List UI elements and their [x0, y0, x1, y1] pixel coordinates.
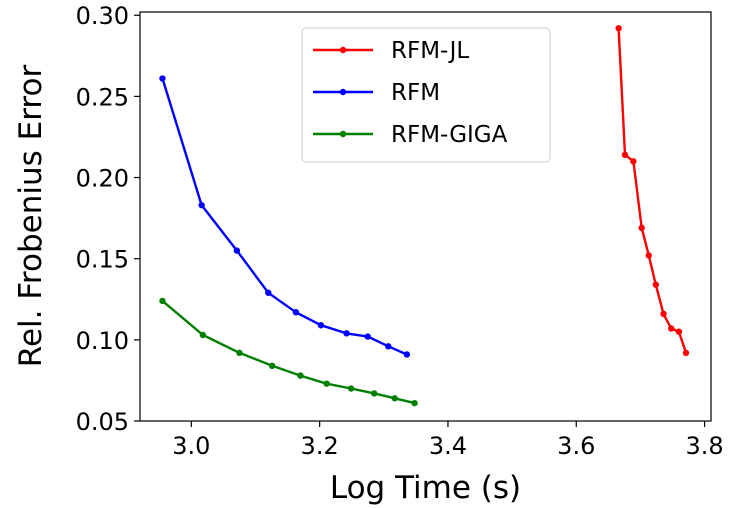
data-point-rfm-jl [668, 325, 675, 332]
data-point-rfm-giga [323, 380, 330, 387]
legend-marker-rfm-jl [339, 46, 347, 54]
series-rfm-jl [615, 25, 690, 357]
legend-marker-rfm [339, 88, 347, 96]
data-point-rfm [317, 322, 325, 329]
series-line-rfm-giga [161, 299, 415, 405]
legend: RFM-JL RFM RFM-GIGA [301, 27, 551, 163]
legend-label-rfm: RFM [391, 80, 440, 106]
data-point-rfm-jl [660, 310, 667, 318]
series-line-rfm [161, 78, 408, 356]
x-tick-label: 3.8 [685, 432, 723, 460]
data-point-rfm-jl [615, 25, 622, 32]
y-axis-title: Rel. Frobenius Error [13, 65, 49, 368]
data-point-rfm [292, 309, 300, 316]
legend-box [301, 27, 551, 163]
data-point-rfm [403, 351, 411, 358]
data-point-rfm [385, 343, 392, 350]
data-point-rfm-giga [391, 395, 398, 402]
legend-entry-rfm: RFM [313, 80, 440, 106]
legend-entry-rfm-giga: RFM-GIGA [313, 122, 508, 148]
data-point-rfm [198, 201, 205, 209]
data-point-rfm-giga [199, 331, 207, 339]
x-tick-label: 3.0 [172, 432, 210, 460]
data-point-rfm-jl [630, 158, 637, 165]
x-axis: 3.0 3.2 3.4 3.6 3.8 [172, 421, 724, 460]
y-axis: 0.05 0.10 0.15 0.20 0.25 0.30 [76, 2, 140, 436]
y-tick-label: 0.15 [76, 246, 129, 274]
data-point-rfm-giga [236, 349, 243, 357]
y-tick-label: 0.30 [76, 2, 129, 30]
y-tick-label: 0.20 [76, 165, 129, 193]
data-point-rfm-jl [645, 252, 652, 259]
legend-label-rfm-giga: RFM-GIGA [391, 122, 508, 148]
data-point-rfm [233, 247, 241, 254]
legend-label-rfm-jl: RFM-JL [391, 38, 469, 64]
data-point-rfm-jl [682, 349, 690, 357]
data-point-rfm-giga [411, 399, 418, 407]
legend-entry-rfm-jl: RFM-JL [313, 38, 469, 64]
plot-frame [139, 11, 712, 422]
data-point-rfm-giga [268, 362, 276, 370]
x-tick-label: 3.2 [301, 432, 339, 460]
x-axis-title: Log Time (s) [330, 470, 521, 506]
x-tick-label: 3.4 [429, 432, 467, 460]
series-rfm-giga [159, 297, 418, 407]
data-point-rfm [159, 75, 166, 82]
data-point-rfm [343, 330, 350, 337]
legend-marker-rfm-giga [339, 130, 347, 138]
y-tick-label: 0.25 [76, 83, 129, 111]
y-tick-label: 0.05 [76, 408, 129, 436]
y-tick-label: 0.10 [76, 327, 129, 355]
series-rfm [159, 75, 411, 358]
data-point-rfm-giga [370, 390, 378, 397]
x-tick-label: 3.6 [557, 432, 595, 460]
data-point-rfm [364, 333, 371, 340]
data-point-rfm-jl [652, 281, 660, 288]
data-point-rfm-giga [159, 297, 166, 305]
data-point-rfm-jl [638, 224, 645, 232]
series-line-rfm-jl [617, 28, 688, 354]
data-point-rfm-giga [347, 385, 355, 392]
data-point-rfm-jl [675, 328, 683, 335]
series-layer [159, 25, 690, 407]
data-point-rfm-jl [621, 151, 629, 159]
data-point-rfm [265, 289, 272, 296]
data-point-rfm-giga [297, 372, 304, 379]
